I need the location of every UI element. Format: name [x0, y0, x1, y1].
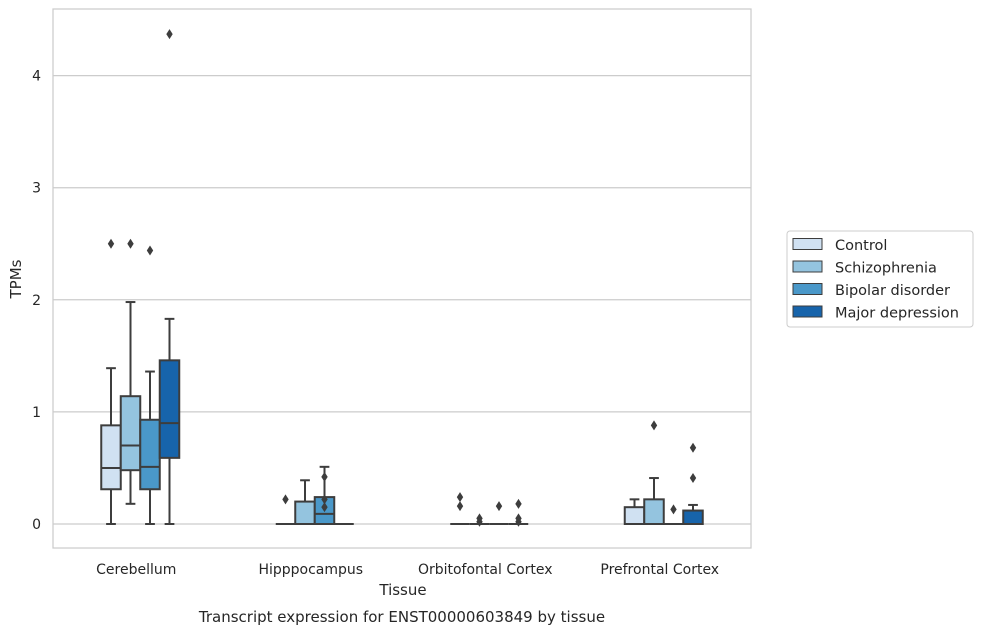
legend-label: Schizophrenia	[835, 261, 937, 277]
legend-frame	[786, 230, 974, 328]
outlier-point	[321, 471, 328, 482]
box	[682, 509, 704, 526]
x-tick-label: Prefrontal Cortex	[600, 562, 719, 578]
box-group	[100, 29, 181, 525]
x-tick-labels: Cerebellum Hipppocampus Orbitofontal Corte…	[96, 562, 719, 578]
y-tick-label: 4	[32, 69, 41, 85]
outlier-point	[456, 492, 464, 503]
x-tick-label: Hipppocampus	[258, 562, 363, 578]
legend-label: Control	[835, 238, 887, 254]
outlier-point	[107, 238, 115, 249]
box	[643, 498, 665, 526]
box	[100, 424, 122, 491]
outlier-point	[321, 494, 328, 505]
outlier-point	[515, 498, 522, 509]
plot-area-frame	[52, 8, 752, 549]
box	[139, 418, 161, 491]
outlier-point	[650, 420, 658, 431]
x-tick-label: Orbitofontal Cortex	[418, 562, 553, 578]
outlier-point	[146, 245, 154, 256]
box	[158, 359, 181, 459]
y-tick-label: 2	[32, 293, 41, 309]
legend: Control Schizophrenia Bipolar disorder Majo…	[786, 230, 974, 328]
outlier-point	[282, 494, 289, 505]
box	[119, 395, 142, 472]
legend-swatch	[792, 238, 823, 250]
box-group	[450, 492, 529, 527]
box-group	[623, 420, 704, 526]
box-group	[275, 465, 354, 526]
box	[623, 506, 646, 525]
outlier-point	[476, 516, 483, 527]
y-axis-title: TPMs	[7, 259, 25, 299]
outlier-point	[166, 29, 173, 40]
outlier-point	[670, 504, 677, 515]
legend-label: Bipolar disorder	[835, 283, 950, 299]
x-tick-label: Cerebellum	[96, 562, 176, 578]
legend-swatch	[792, 305, 823, 318]
legend-swatch	[792, 260, 823, 273]
legend-swatch	[792, 283, 823, 295]
chart-caption: Transcript expression for ENST0000060384…	[198, 608, 605, 626]
y-tick-label: 1	[32, 405, 41, 421]
box	[294, 500, 316, 525]
outlier-point	[515, 516, 522, 527]
box-groups	[100, 29, 704, 527]
outlier-point	[689, 473, 697, 484]
outlier-point	[456, 501, 464, 512]
outlier-point	[495, 501, 503, 512]
y-tick-labels: 0 1 2 3 4	[32, 69, 41, 533]
y-tick-label: 3	[32, 181, 41, 197]
outlier-point	[689, 442, 697, 453]
outlier-point	[127, 238, 134, 249]
y-tick-label: 0	[32, 517, 41, 533]
legend-label: Major depression	[835, 306, 959, 322]
x-axis-title: Tissue	[378, 581, 426, 599]
outlier-point	[321, 502, 328, 513]
